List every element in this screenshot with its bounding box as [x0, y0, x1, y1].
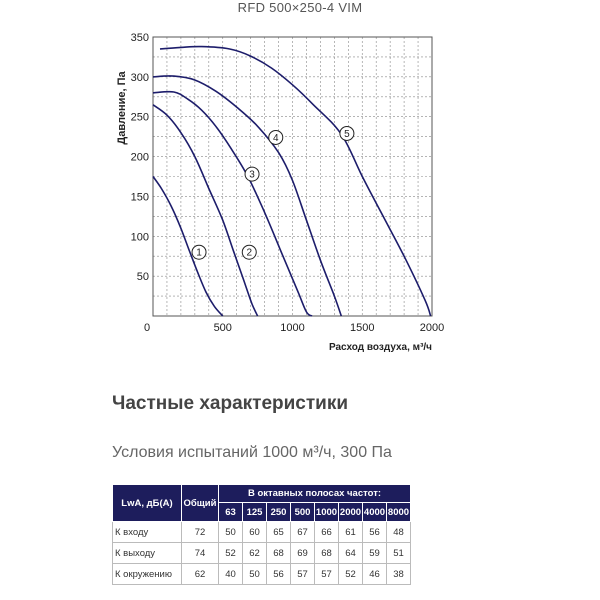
table-cell: 57 [314, 563, 339, 585]
table-cell: 64 [338, 542, 363, 564]
fan-performance-chart: 50 100 150 200 250 300 350 0 500 1000 1500 2000 1 2… [116, 32, 444, 353]
frequency-header: 125 [242, 502, 267, 522]
table-cell: 68 [314, 542, 339, 564]
x-axis-ticks: 0 500 1000 1500 2000 [144, 322, 444, 334]
curve-markers: 1 2 3 4 5 [191, 125, 355, 260]
row-total: 74 [181, 542, 219, 564]
table-row: К окружению 62 40 50 56 57 57 52 46 38 [112, 563, 411, 585]
row-label: К входу [112, 521, 182, 543]
table-cell: 60 [242, 521, 267, 543]
y-tick-label: 250 [131, 112, 149, 124]
row-label: К окружению [112, 563, 182, 585]
x-tick-label: 0 [144, 322, 150, 334]
marker-label-5: 5 [344, 129, 350, 140]
frequency-header: 4000 [362, 502, 387, 522]
frequency-header: 250 [266, 502, 291, 522]
table-cell: 68 [266, 542, 291, 564]
marker-circle-5 [339, 125, 355, 141]
table-cell: 40 [218, 563, 243, 585]
table-cell: 61 [338, 521, 363, 543]
grid [153, 37, 432, 316]
table-cell: 51 [386, 542, 411, 564]
table-row: К входу 72 50 60 65 67 66 61 56 48 [112, 521, 411, 543]
x-tick-label: 1000 [280, 322, 304, 334]
table-cell: 50 [242, 563, 267, 585]
marker-label-1: 1 [196, 248, 202, 259]
table-row: К выходу 74 52 62 68 69 68 64 59 51 [112, 542, 411, 564]
y-tick-label: 300 [131, 72, 149, 84]
table-cell: 59 [362, 542, 387, 564]
table-cell: 66 [314, 521, 339, 543]
frequency-header-row: 63 125 250 500 1000 2000 4000 8000 [113, 502, 411, 522]
frequency-header: 500 [290, 502, 315, 522]
row-total: 72 [181, 521, 219, 543]
marker-circle-3 [244, 166, 260, 182]
curves [152, 45, 432, 317]
row-label: К выходу [112, 542, 182, 564]
frequency-header: 2000 [338, 502, 363, 522]
header-total: Общий [181, 484, 219, 522]
section-heading: Частные характеристики [112, 393, 349, 414]
table-cell: 69 [290, 542, 315, 564]
y-axis-label: Давление, Па [116, 71, 128, 145]
marker-label-4: 4 [273, 133, 279, 144]
y-tick-label: 100 [131, 231, 149, 243]
table-cell: 57 [290, 563, 315, 585]
curve-3 [152, 90, 313, 317]
y-tick-label: 200 [131, 152, 149, 164]
header-lwa: LwA, дБ(A) [112, 484, 182, 522]
table-cell: 67 [290, 521, 315, 543]
curve-2 [152, 104, 259, 317]
y-tick-label: 350 [131, 32, 149, 44]
marker-circle-2 [241, 244, 257, 260]
marker-circle-4 [268, 129, 284, 145]
marker-label-2: 2 [246, 248, 252, 259]
x-tick-label: 500 [214, 322, 232, 334]
marker-label-3: 3 [249, 170, 255, 181]
noise-table: LwA, дБ(A) Общий В октавных полосах част… [112, 484, 411, 585]
y-tick-label: 50 [137, 271, 149, 283]
table-cell: 52 [338, 563, 363, 585]
x-tick-label: 2000 [420, 322, 444, 334]
marker-circle-1 [191, 244, 207, 260]
test-conditions: Условия испытаний 1000 м³/ч, 300 Па [112, 444, 392, 461]
table-cell: 65 [266, 521, 291, 543]
curve-4 [152, 75, 343, 317]
table-cell: 38 [386, 563, 411, 585]
table-cell: 52 [218, 542, 243, 564]
noise-table-body: К входу 72 50 60 65 67 66 61 56 48 К выходу 74 52 62 6… [112, 521, 411, 585]
table-cell: 50 [218, 521, 243, 543]
curve-5 [159, 45, 432, 317]
frequency-header: 63 [218, 502, 243, 522]
table-cell: 46 [362, 563, 387, 585]
y-axis-ticks: 50 100 150 200 250 300 350 [131, 32, 149, 283]
y-tick-label: 150 [131, 191, 149, 203]
curve-1 [152, 176, 224, 317]
header-octave: В октавных полосах частот: [218, 484, 411, 503]
row-total: 62 [181, 563, 219, 585]
chart-title: RFD 500×250-4 VIM [237, 0, 363, 15]
frequency-header: 8000 [386, 502, 411, 522]
table-cell: 62 [242, 542, 267, 564]
table-cell: 56 [362, 521, 387, 543]
table-cell: 48 [386, 521, 411, 543]
x-tick-label: 1500 [350, 322, 374, 334]
frequency-header: 1000 [314, 502, 339, 522]
x-axis-label: Расход воздуха, м³/ч [329, 342, 432, 353]
table-cell: 56 [266, 563, 291, 585]
